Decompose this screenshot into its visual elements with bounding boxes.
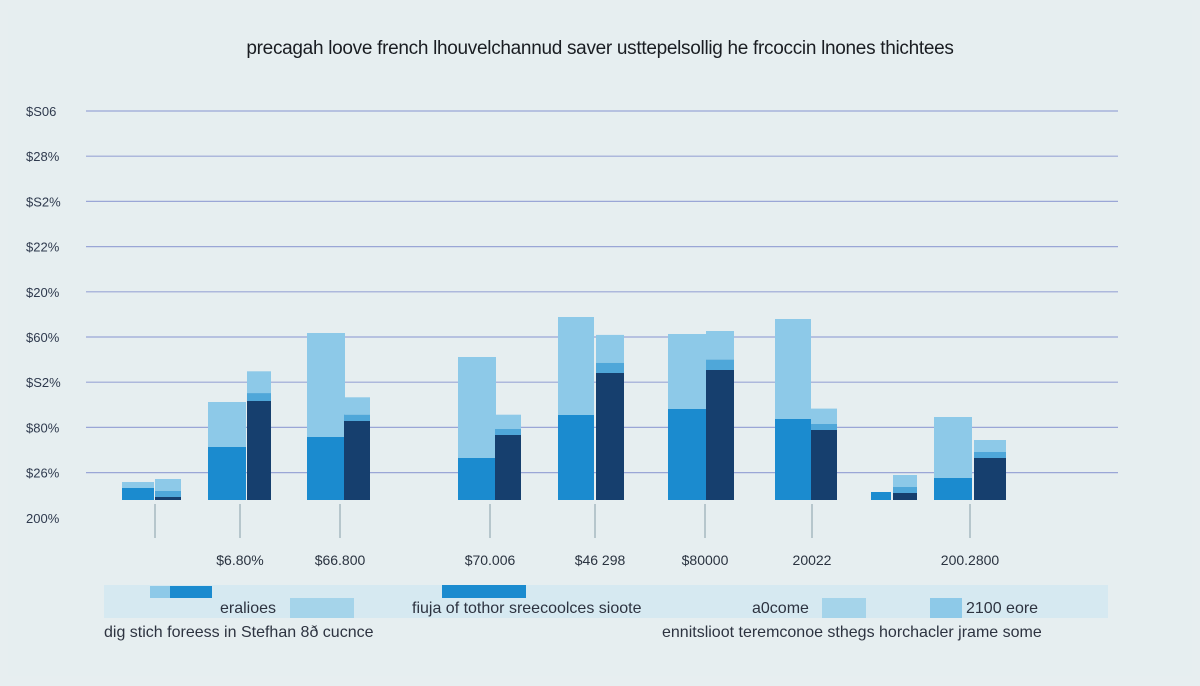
bar-light [458, 357, 496, 458]
stems [154, 504, 971, 538]
bar-light [668, 334, 706, 409]
bar-medium [775, 419, 811, 500]
bar-band [155, 491, 181, 497]
bar-band [811, 424, 837, 430]
bar-dark [893, 493, 917, 500]
legend-swatch-light-1 [150, 586, 170, 598]
legend-label-left-top: eralioes [220, 600, 277, 617]
bars [122, 317, 1006, 500]
legend-swatch-medium-2 [442, 585, 526, 598]
chart-title: precagah loove french lhouvelchannud sav… [246, 38, 954, 59]
x-tick-label: $70.006 [465, 552, 516, 568]
bar-dark [247, 401, 271, 500]
legend-label-right-bottom: ennitslioot teremconoe sthegs horchacler… [662, 624, 1042, 641]
bar-top-light [706, 331, 734, 360]
y-axis-ticks: $S06 $28% $S2% $22% $20% $60% $S2% $80% $26% 200% [26, 104, 61, 526]
y-tick-label: $20% [26, 285, 60, 300]
legend-band-top [104, 585, 1108, 599]
legend-swatch-light-3 [822, 598, 866, 618]
legend-swatch-medium-1 [170, 586, 212, 598]
bar-medium [871, 492, 891, 500]
y-tick-label: $S2% [26, 194, 61, 209]
x-tick-label: 200.2800 [941, 552, 1000, 568]
x-tick-label: $46 298 [575, 552, 626, 568]
bar-band [344, 414, 370, 421]
bar-medium [934, 478, 972, 500]
x-axis-ticks: $6.80% $66.800 $70.006 $46 298 $80000 20022 20… [216, 552, 999, 568]
bar-band [247, 393, 271, 401]
bar-top-light [893, 475, 917, 487]
y-tick-label: $28% [26, 149, 60, 164]
bar-dark [495, 435, 521, 500]
x-tick-label: 20022 [793, 552, 832, 568]
bar-band [893, 487, 917, 493]
bar-light [558, 317, 594, 415]
bar-light [122, 482, 154, 488]
bar-top-light [495, 414, 521, 429]
legend-label-right-b: 2100 eore [966, 600, 1039, 617]
bar-light [934, 417, 972, 478]
y-tick-label: $26% [26, 466, 60, 481]
bar-medium [307, 437, 345, 500]
legend-label-left-bottom: dig stich foreess in Stefhan 8ð cucnce [104, 624, 374, 641]
bar-dark [344, 421, 370, 500]
bar-top-light [344, 397, 370, 415]
bar-medium [208, 447, 246, 500]
bar-dark [596, 373, 624, 500]
bar-light [307, 333, 345, 437]
bar-dark [706, 370, 734, 500]
bar-medium [122, 488, 154, 500]
legend-label-mid-top: fiuja of tothor sreecoolces sioote [412, 600, 642, 617]
legend-swatch-light-2 [290, 598, 354, 618]
bar-medium [458, 458, 496, 500]
y-tick-label: $S06 [26, 104, 56, 119]
x-tick-label: $66.800 [315, 552, 366, 568]
bar-top-light [974, 440, 1006, 452]
legend-swatch-light-4 [930, 598, 962, 618]
bar-dark [155, 497, 181, 500]
bar-dark [974, 458, 1006, 500]
x-tick-label: $6.80% [216, 552, 263, 568]
bar-light [775, 319, 811, 419]
legend-label-right-a: a0come [752, 600, 809, 617]
bar-band [706, 359, 734, 370]
y-tick-label: $80% [26, 420, 60, 435]
bar-top-light [155, 479, 181, 491]
bar-band [596, 362, 624, 373]
y-tick-label: $22% [26, 240, 60, 255]
bar-top-light [247, 371, 271, 394]
bar-light [208, 402, 246, 447]
bar-band [495, 429, 521, 435]
bar-medium [668, 409, 706, 500]
y-tick-label: 200% [26, 511, 60, 526]
bar-dark [811, 430, 837, 500]
bar-top-light [596, 334, 624, 363]
y-tick-label: $60% [26, 330, 60, 345]
x-tick-label: $80000 [682, 552, 729, 568]
bar-top-light [811, 408, 837, 424]
bar-medium [558, 415, 594, 500]
y-tick-label: $S2% [26, 375, 61, 390]
bar-band [974, 452, 1006, 458]
